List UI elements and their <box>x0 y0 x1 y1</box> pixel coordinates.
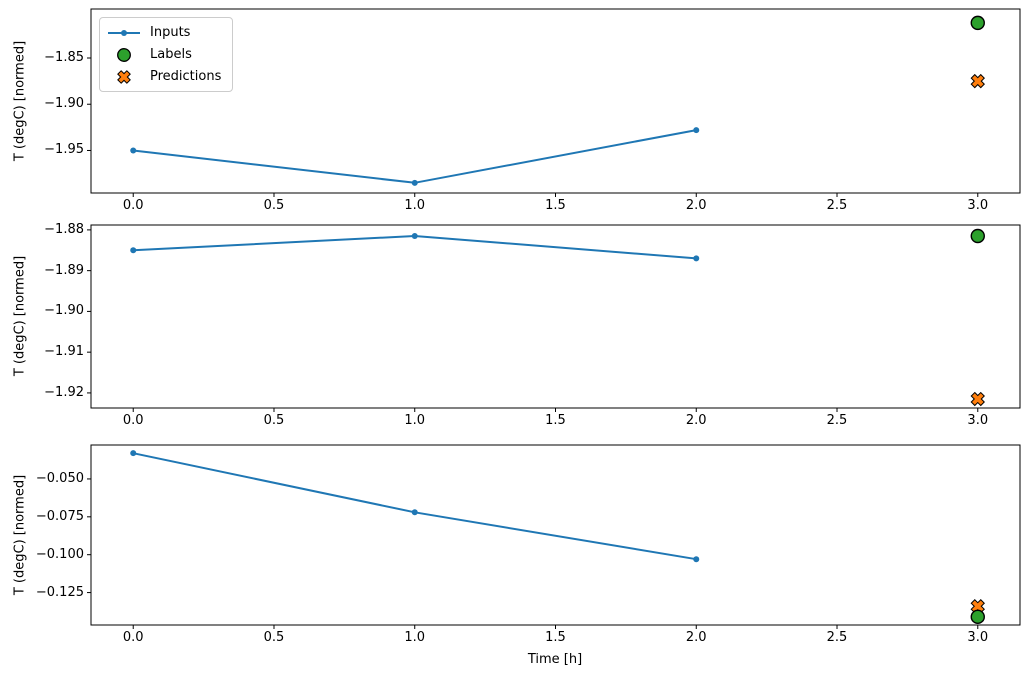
inputs-line-marker-icon <box>108 29 140 36</box>
y-axis-label-subplot-3: T (degC) [normed] <box>12 474 28 596</box>
y-tick-label: −1.90 <box>44 96 84 112</box>
y-axis-label-subplot-2: T (degC) [normed] <box>12 255 28 377</box>
x-tick-label: 3.0 <box>967 198 989 213</box>
x-tick-label: 1.0 <box>404 198 426 213</box>
x-tick-label: 0.0 <box>122 630 144 645</box>
x-tick-label: 1.5 <box>545 413 566 428</box>
legend-label-predictions: Predictions <box>150 69 222 84</box>
x-tick-label: 0.5 <box>263 413 285 428</box>
legend-label-inputs: Inputs <box>150 25 191 40</box>
legend-item-labels: Labels <box>107 45 221 64</box>
legend-label-labels: Labels <box>150 47 192 62</box>
x-tick-label: 2.0 <box>685 630 707 645</box>
x-tick-label: 2.5 <box>826 630 848 645</box>
y-tick-label: −1.89 <box>44 262 84 278</box>
x-tick-label: 0.0 <box>122 198 144 213</box>
x-tick-label: 2.5 <box>826 198 848 213</box>
x-axis-label: Time [h] <box>527 652 583 667</box>
predictions-x-marker-icon <box>117 69 131 84</box>
x-tick-label: 3.0 <box>967 630 989 645</box>
x-tick-label: 1.0 <box>404 630 426 645</box>
x-tick-label: 0.0 <box>122 413 144 428</box>
y-tick-label: −1.90 <box>44 303 84 319</box>
y-tick-label: −1.91 <box>44 344 84 360</box>
y-tick-label: −1.85 <box>44 50 84 65</box>
y-tick-label: −0.050 <box>35 470 84 486</box>
legend-item-predictions: Predictions <box>107 67 221 86</box>
x-tick-label: 2.0 <box>685 198 707 213</box>
x-tick-label: 0.5 <box>263 630 285 645</box>
y-tick-label: −0.075 <box>35 508 84 524</box>
labels-circle-marker-icon <box>117 47 131 62</box>
y-tick-label: −0.100 <box>35 546 84 562</box>
y-tick-label: −0.125 <box>35 584 84 600</box>
y-tick-label: −1.92 <box>44 384 84 400</box>
y-axis-label-subplot-1: T (degC) [normed] <box>12 40 28 162</box>
x-tick-label: 1.5 <box>545 630 566 645</box>
x-tick-label: 0.5 <box>263 198 285 213</box>
x-tick-label: 2.5 <box>826 413 848 428</box>
x-tick-label: 1.5 <box>545 198 566 213</box>
legend-item-inputs: Inputs <box>107 23 221 42</box>
y-tick-label: −1.88 <box>44 221 84 237</box>
x-tick-label: 1.0 <box>404 413 426 428</box>
x-tick-label: 3.0 <box>967 413 989 428</box>
y-tick-label: −1.95 <box>44 142 84 158</box>
legend: Inputs Labels Predictions <box>99 17 234 92</box>
x-tick-label: 2.0 <box>685 413 707 428</box>
